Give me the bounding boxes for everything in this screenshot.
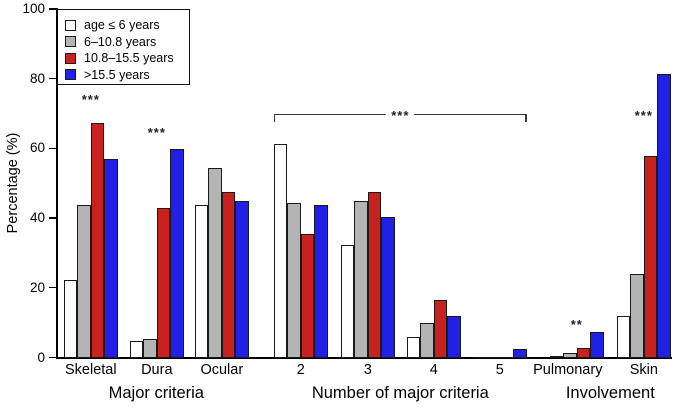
y-tick-label-60: 60 <box>29 140 45 156</box>
legend-swatch-icon <box>65 52 76 64</box>
x-tick-label-ocular: Ocular <box>200 362 244 378</box>
section-label-major-criteria: Major criteria <box>108 384 204 402</box>
section-label-number-of-major-criteria: Number of major criteria <box>311 384 489 402</box>
y-tick-label-80: 80 <box>29 70 45 86</box>
legend-box: age ≤ 6 years 6–10.8 years 10.8–15.5 years… <box>56 9 190 85</box>
x-tick-label-4: 4 <box>429 362 438 378</box>
bar-ocular-series3 <box>235 200 249 358</box>
x-tick-label-3: 3 <box>363 362 372 378</box>
significance-bracket-tick-left <box>274 113 276 122</box>
y-tick-mark-0 <box>49 356 56 359</box>
bar-ocular-series0 <box>195 204 209 358</box>
legend-swatch-icon <box>65 19 76 31</box>
y-axis-title: Percentage (%) <box>5 132 21 234</box>
bar-4-series3 <box>447 315 461 358</box>
bar-4-series2 <box>433 299 448 358</box>
bar-3-series0 <box>341 244 355 358</box>
section-label-involvement: Involvement <box>565 384 655 402</box>
x-tick-label-dura: Dura <box>141 362 173 378</box>
bar-pulmonary-series1 <box>563 352 577 358</box>
bar-skeletal-series3 <box>104 158 118 358</box>
bar-2-series1 <box>287 202 301 358</box>
x-axis-line <box>56 357 672 359</box>
y-tick-mark-20 <box>49 287 56 289</box>
y-tick-label-40: 40 <box>29 210 45 226</box>
legend-row-0: age ≤ 6 years <box>65 17 183 34</box>
y-axis-line <box>56 8 58 359</box>
legend-label: age ≤ 6 years <box>84 18 160 33</box>
y-tick-mark-40 <box>49 217 56 219</box>
bar-dura-series0 <box>130 340 144 358</box>
bar-skeletal-series1 <box>77 204 91 358</box>
y-tick-label-20: 20 <box>29 279 45 295</box>
x-tick-label-skeletal: Skeletal <box>65 362 117 378</box>
bar-2-series0 <box>274 143 288 358</box>
legend-row-1: 6–10.8 years <box>65 34 183 51</box>
legend-row-3: >15.5 years <box>65 67 183 84</box>
bar-pulmonary-series2 <box>576 347 591 358</box>
bar-5-series1-zero <box>486 356 500 358</box>
legend-swatch-icon <box>65 36 76 48</box>
bar-skeletal-series2 <box>90 122 105 358</box>
bar-4-series0 <box>407 336 421 358</box>
bar-dura-series1 <box>143 338 157 358</box>
legend-label: 10.8–15.5 years <box>84 51 174 66</box>
bar-skin-series0 <box>617 315 631 358</box>
bar-pulmonary-series3 <box>590 331 604 358</box>
bar-2-series2 <box>300 233 315 358</box>
significance-stars-pulmonary: ** <box>570 317 583 333</box>
bar-3-series2 <box>367 191 382 358</box>
y-tick-label-100: 100 <box>22 1 45 16</box>
bar-5-series2-zero <box>499 356 514 358</box>
bar-ocular-series2 <box>221 191 236 358</box>
bar-skin-series1 <box>630 273 644 358</box>
bar-ocular-series1 <box>208 167 222 358</box>
bar-skin-series3 <box>657 73 671 358</box>
bar-5-series0-zero <box>473 356 487 358</box>
bar-2-series3 <box>314 204 328 358</box>
y-tick-mark-80 <box>49 78 56 80</box>
x-tick-label-5: 5 <box>495 362 504 378</box>
significance-stars-skeletal: *** <box>81 92 100 108</box>
significance-stars-bracket: *** <box>386 108 415 122</box>
bar-4-series1 <box>420 322 434 358</box>
bar-dura-series2 <box>156 207 171 358</box>
legend-label: 6–10.8 years <box>84 34 157 49</box>
significance-bracket-tick-right <box>525 113 527 122</box>
bar-3-series3 <box>381 216 395 358</box>
bar-skin-series2 <box>643 155 658 358</box>
x-tick-label-2: 2 <box>296 362 305 378</box>
legend-row-2: 10.8–15.5 years <box>65 50 183 67</box>
significance-stars-skin: *** <box>634 108 653 124</box>
y-tick-mark-100 <box>49 8 56 10</box>
bar-pulmonary-series0 <box>550 355 564 358</box>
y-tick-mark-60 <box>49 147 56 150</box>
bar-skeletal-series0 <box>64 279 78 358</box>
bar-3-series1 <box>354 200 368 358</box>
y-tick-label-0: 0 <box>37 349 45 365</box>
x-tick-label-skin: Skin <box>629 362 658 378</box>
legend-swatch-icon <box>65 69 76 81</box>
bar-5-series3 <box>513 348 527 358</box>
legend-label: >15.5 years <box>84 67 150 82</box>
x-tick-label-pulmonary: Pulmonary <box>533 362 603 378</box>
significance-stars-dura: *** <box>147 125 166 141</box>
bar-dura-series3 <box>170 148 184 358</box>
